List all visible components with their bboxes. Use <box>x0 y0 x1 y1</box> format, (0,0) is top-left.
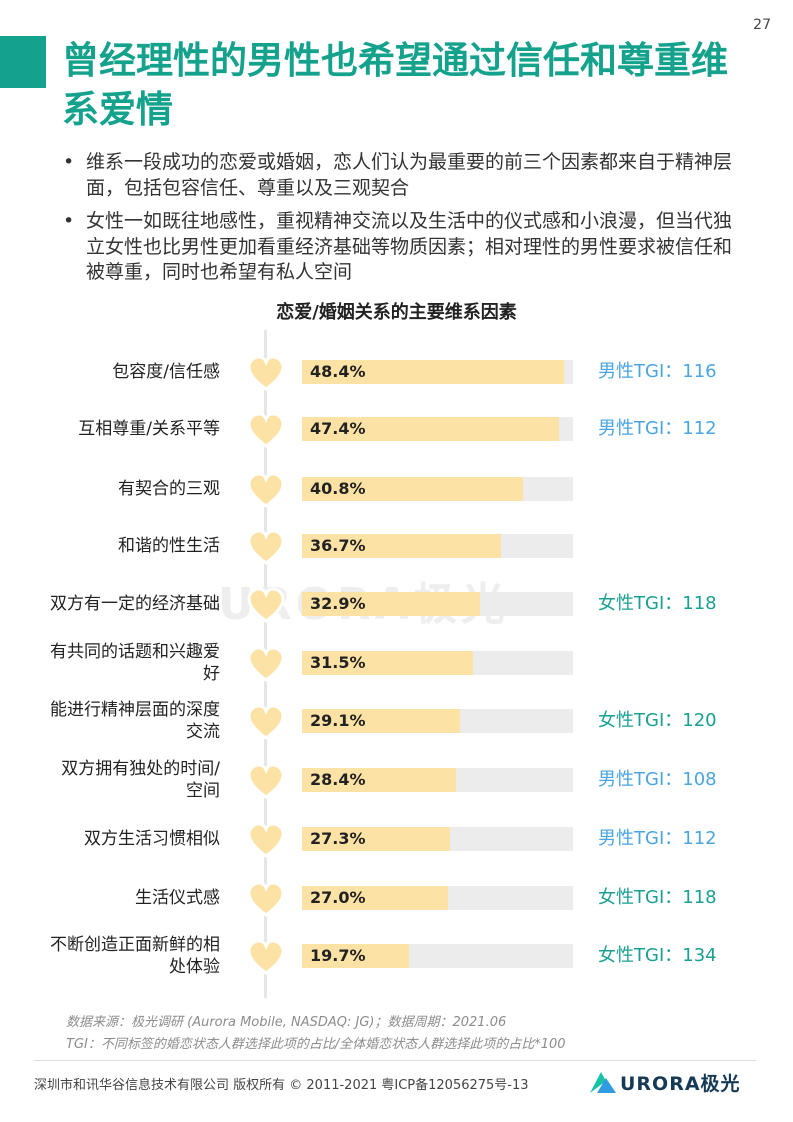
category-label: 有契合的三观 <box>118 479 220 499</box>
chart-row: 能进行精神层面的深度交流 29.1% 女性TGI：120 <box>0 696 793 746</box>
bar-track: 31.5% <box>302 651 573 675</box>
bullet-item: • 女性一如既往地感性，重视精神交流以及生活中的仪式感和小浪漫，但当代独立女性也比… <box>60 209 750 286</box>
footer-copyright: 深圳市和讯华谷信息技术有限公司 版权所有 © 2011-2021 粤ICP备12… <box>34 1078 529 1093</box>
heart-icon <box>247 355 285 391</box>
bar <box>302 886 449 910</box>
category-label: 生活仪式感 <box>135 888 220 908</box>
summary-bullets: • 维系一段成功的恋爱或婚姻，恋人们认为最重要的前三个因素都来自于精神层面，包括包… <box>60 150 750 294</box>
female-tgi-label: 女性TGI：134 <box>598 945 717 966</box>
category-label: 双方拥有独处的时间/空间 <box>61 759 220 801</box>
value-label: 48.4% <box>310 362 366 381</box>
value-label: 19.7% <box>310 946 366 965</box>
chart-row: 生活仪式感 27.0% 女性TGI：118 <box>0 873 793 923</box>
bar-track: 28.4% <box>302 768 573 792</box>
category-label: 不断创造正面新鲜的相处体验 <box>50 935 220 977</box>
category-label: 双方生活习惯相似 <box>84 829 220 849</box>
bullet-item: • 维系一段成功的恋爱或婚姻，恋人们认为最重要的前三个因素都来自于精神层面，包括包… <box>60 150 750 201</box>
bar-track: 27.3% <box>302 827 573 851</box>
category-label: 互相尊重/关系平等 <box>78 419 220 439</box>
male-tgi-label: 男性TGI：108 <box>598 769 717 790</box>
value-label: 28.4% <box>310 770 366 789</box>
bar <box>302 651 473 675</box>
bar <box>302 592 481 616</box>
male-tgi-label: 男性TGI：112 <box>598 828 717 849</box>
bar-track: 48.4% <box>302 360 573 384</box>
bar <box>302 944 409 968</box>
chart-row: 不断创造正面新鲜的相处体验 19.7% 女性TGI：134 <box>0 931 793 981</box>
value-label: 27.0% <box>310 888 366 907</box>
chart-notes: 数据来源：极光调研 (Aurora Mobile, NASDAQ: JG)；数据… <box>66 1012 566 1056</box>
bar <box>302 534 501 558</box>
male-tgi-label: 男性TGI：112 <box>598 418 717 439</box>
value-label: 40.8% <box>310 479 366 498</box>
heart-icon <box>247 472 285 508</box>
bar-track: 32.9% <box>302 592 573 616</box>
bar <box>302 417 559 441</box>
category-label: 能进行精神层面的深度交流 <box>50 700 220 742</box>
logo-text: URORA极光 <box>620 1072 741 1095</box>
page-number: 27 <box>753 17 771 33</box>
bar <box>302 827 450 851</box>
bullet-dot: • <box>63 151 75 173</box>
value-label: 32.9% <box>310 594 366 613</box>
category-label: 和谐的性生活 <box>118 536 220 556</box>
chart-row: 有共同的话题和兴趣爱好 31.5% <box>0 638 793 688</box>
bar <box>302 768 456 792</box>
value-label: 31.5% <box>310 653 366 672</box>
heart-icon <box>247 412 285 448</box>
value-label: 36.7% <box>310 536 366 555</box>
bar-track: 29.1% <box>302 709 573 733</box>
heart-icon <box>247 763 285 799</box>
heart-icon <box>247 939 285 975</box>
chart-row: 有契合的三观 40.8% <box>0 464 793 514</box>
bar-track: 27.0% <box>302 886 573 910</box>
heart-icon <box>247 587 285 623</box>
bar-track: 47.4% <box>302 417 573 441</box>
bullet-text: 女性一如既往地感性，重视精神交流以及生活中的仪式感和小浪漫，但当代独立女性也比男… <box>86 210 733 283</box>
brand-logo: URORA极光 <box>588 1067 741 1097</box>
bar-track: 36.7% <box>302 534 573 558</box>
chart-row: 互相尊重/关系平等 47.4% 男性TGI：112 <box>0 404 793 454</box>
value-label: 27.3% <box>310 829 366 848</box>
bar <box>302 709 460 733</box>
page-title: 曾经理性的男性也希望通过信任和尊重维系爱情 <box>62 39 728 131</box>
chart-row: 包容度/信任感 48.4% 男性TGI：116 <box>0 347 793 397</box>
title-accent-bar <box>0 36 46 88</box>
chart-rows: 包容度/信任感 48.4% 男性TGI：116 互相尊重/关系平等 47.4% 男性TGI… <box>0 347 793 981</box>
data-source-note: 数据来源：极光调研 (Aurora Mobile, NASDAQ: JG)；数据… <box>66 1015 507 1030</box>
chart-row: 双方有一定的经济基础 32.9% 女性TGI：118 <box>0 579 793 629</box>
female-tgi-label: 女性TGI：118 <box>598 593 717 614</box>
category-label: 包容度/信任感 <box>112 362 220 382</box>
tgi-definition-note: TGI：不同标签的婚恋状态人群选择此项的占比/全体婚恋状态人群选择此项的占比*1… <box>66 1037 566 1052</box>
heart-icon <box>247 822 285 858</box>
aurora-logo-icon <box>590 1072 616 1093</box>
chart-row: 双方拥有独处的时间/空间 28.4% 男性TGI：108 <box>0 755 793 805</box>
male-tgi-label: 男性TGI：116 <box>598 361 717 382</box>
value-label: 29.1% <box>310 711 366 730</box>
bar <box>302 360 565 384</box>
chart-row: 和谐的性生活 36.7% <box>0 521 793 571</box>
footer-divider <box>34 1060 756 1061</box>
heart-icon <box>247 881 285 917</box>
bullet-dot: • <box>63 210 75 232</box>
chart-title: 恋爱/婚姻关系的主要维系因素 <box>276 302 517 323</box>
chart-row: 双方生活习惯相似 27.3% 男性TGI：112 <box>0 814 793 864</box>
female-tgi-label: 女性TGI：120 <box>598 710 717 731</box>
heart-icon <box>247 646 285 682</box>
heart-icon <box>247 529 285 565</box>
bar-track: 19.7% <box>302 944 573 968</box>
category-label: 有共同的话题和兴趣爱好 <box>50 642 220 684</box>
bar-track: 40.8% <box>302 477 573 501</box>
bar <box>302 477 524 501</box>
bullet-text: 维系一段成功的恋爱或婚姻，恋人们认为最重要的前三个因素都来自于精神层面，包括包容… <box>86 151 733 199</box>
value-label: 47.4% <box>310 419 366 438</box>
heart-icon <box>247 704 285 740</box>
female-tgi-label: 女性TGI：118 <box>598 887 717 908</box>
category-label: 双方有一定的经济基础 <box>50 594 220 614</box>
